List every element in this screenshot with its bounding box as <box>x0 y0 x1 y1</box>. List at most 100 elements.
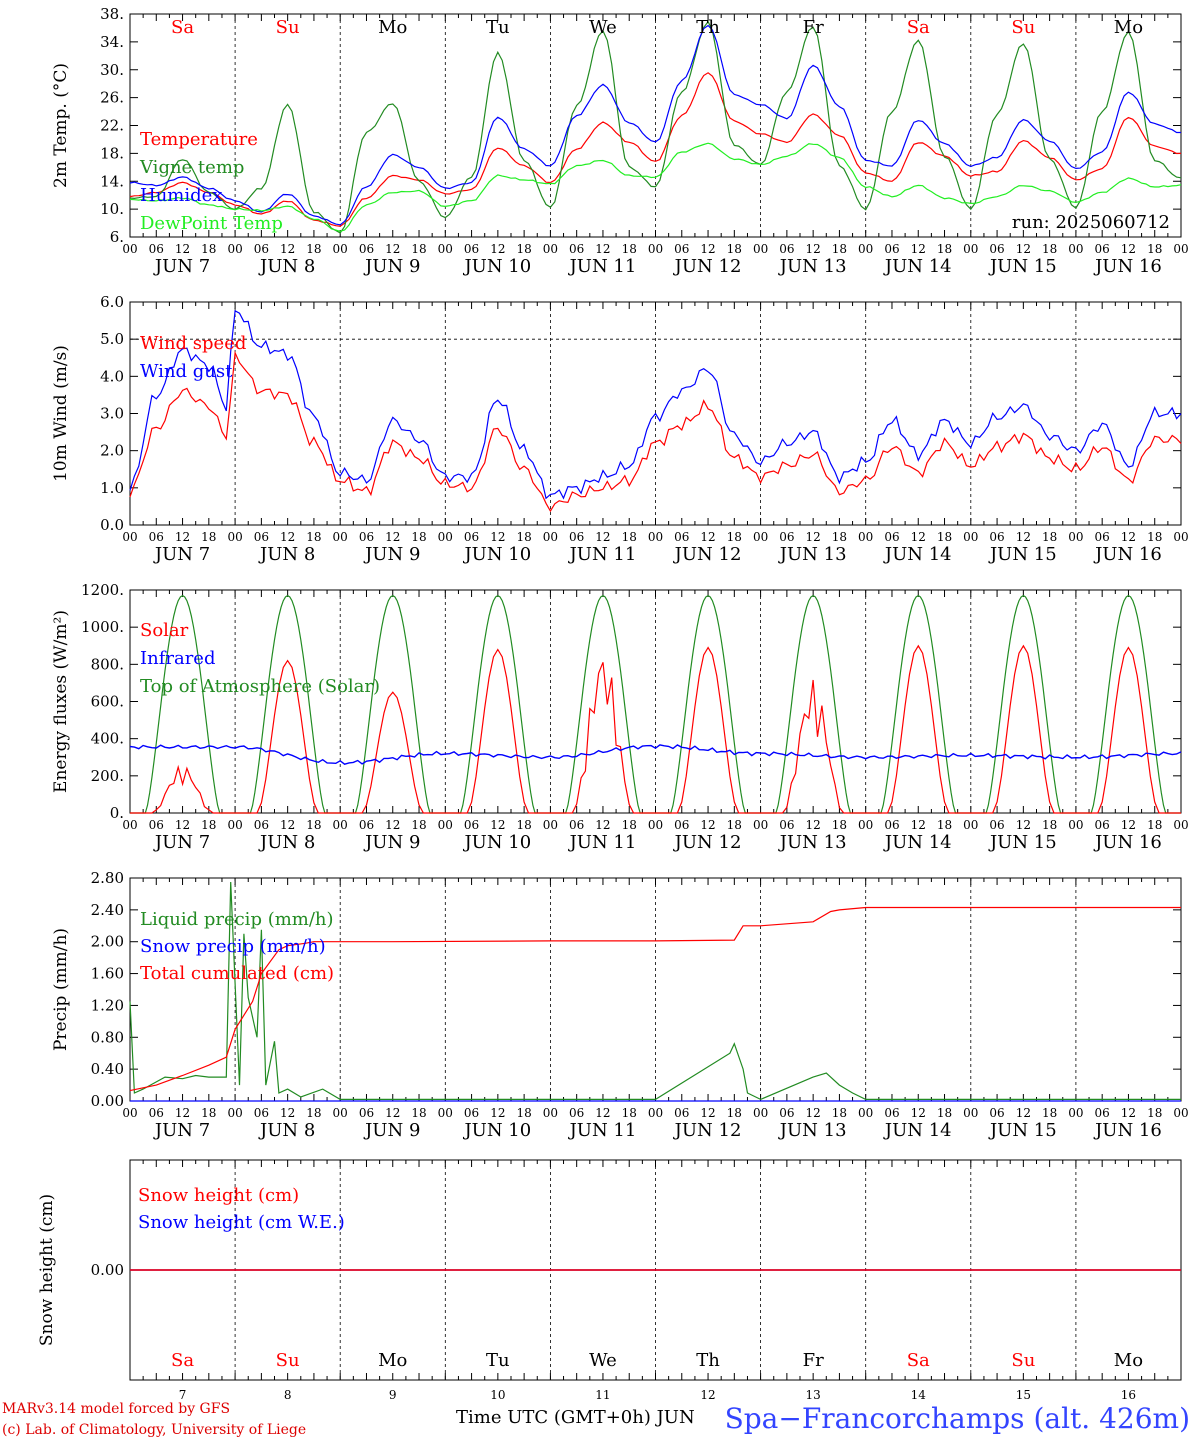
x-tick-label: 06 <box>779 530 794 544</box>
day-number-label: 8 <box>284 1388 292 1402</box>
x-tick-label: 06 <box>569 818 584 832</box>
x-tick-label: 00 <box>227 530 242 544</box>
x-day-label: JUN 15 <box>988 1120 1057 1141</box>
x-tick-label: 18 <box>937 530 952 544</box>
x-tick-label: 00 <box>963 818 978 832</box>
x-tick-label: 18 <box>306 242 321 256</box>
x-tick-label: 18 <box>306 1106 321 1120</box>
x-tick-label: 18 <box>832 242 847 256</box>
x-tick-label: 12 <box>175 818 190 832</box>
x-tick-label: 00 <box>1173 1106 1188 1120</box>
y-axis-label: Snow height (cm) <box>37 1194 57 1346</box>
x-day-label: JUN 13 <box>778 544 847 565</box>
y-tick-label: 3.0 <box>100 405 124 423</box>
x-tick-label: 18 <box>201 242 216 256</box>
legend-entry: Total cumulated (cm) <box>140 963 334 984</box>
x-tick-label: 12 <box>385 530 400 544</box>
x-day-label: JUN 16 <box>1093 1120 1162 1141</box>
weekday-label: We <box>589 1350 617 1371</box>
x-tick-label: 00 <box>1173 242 1188 256</box>
x-tick-label: 06 <box>464 1106 479 1120</box>
y-tick-label: 200. <box>91 767 124 785</box>
x-tick-label: 06 <box>569 1106 584 1120</box>
x-tick-label: 12 <box>911 1106 926 1120</box>
x-tick-label: 18 <box>622 1106 637 1120</box>
legend-entry: Solar <box>140 620 189 641</box>
x-day-label: JUN 12 <box>673 544 742 565</box>
credit-line-2: (c) Lab. of Climatology, University of L… <box>2 1422 306 1438</box>
y-tick-label: 2.80 <box>91 869 124 887</box>
x-day-label: JUN 14 <box>883 1120 952 1141</box>
x-day-label: JUN 9 <box>363 256 420 277</box>
y-tick-label: 6.0 <box>100 293 124 311</box>
x-tick-label: 12 <box>385 818 400 832</box>
x-tick-label: 12 <box>1016 1106 1031 1120</box>
x-tick-label: 12 <box>595 818 610 832</box>
series-line <box>129 744 1182 765</box>
x-tick-label: 00 <box>963 242 978 256</box>
x-day-label: JUN 12 <box>673 832 742 853</box>
weekday-label: Th <box>696 1350 720 1371</box>
x-tick-label: 06 <box>989 530 1004 544</box>
y-tick-label: 38. <box>100 5 124 23</box>
x-tick-label: 12 <box>280 1106 295 1120</box>
legend-entry: Vigne temp <box>139 157 244 178</box>
x-tick-label: 06 <box>989 1106 1004 1120</box>
x-tick-label: 06 <box>1095 1106 1110 1120</box>
x-tick-label: 00 <box>227 818 242 832</box>
x-tick-label: 00 <box>1173 530 1188 544</box>
x-tick-label: 06 <box>254 530 269 544</box>
x-tick-label: 18 <box>306 818 321 832</box>
x-day-label: JUN 7 <box>153 544 210 565</box>
y-tick-label: 10. <box>100 200 124 218</box>
series-line <box>129 24 1181 226</box>
x-tick-label: 18 <box>832 1106 847 1120</box>
x-tick-label: 18 <box>306 530 321 544</box>
x-tick-label: 06 <box>1095 530 1110 544</box>
x-day-label: JUN 10 <box>462 1120 531 1141</box>
weekday-label: Tu <box>486 17 510 38</box>
y-tick-label: 18. <box>100 144 124 162</box>
weekday-label: We <box>589 17 617 38</box>
day-number-label: 13 <box>806 1388 821 1402</box>
day-number-label: 9 <box>389 1388 397 1402</box>
x-tick-label: 18 <box>937 1106 952 1120</box>
weekday-label: Sa <box>171 17 194 38</box>
x-tick-label: 00 <box>753 242 768 256</box>
weekday-label: Sa <box>907 17 930 38</box>
x-tick-label: 12 <box>280 530 295 544</box>
x-tick-label: 00 <box>333 530 348 544</box>
x-tick-label: 06 <box>254 242 269 256</box>
x-tick-label: 12 <box>1121 530 1136 544</box>
x-tick-label: 18 <box>1147 1106 1162 1120</box>
y-tick-label: 1000. <box>81 618 124 636</box>
y-tick-label: 400. <box>91 730 124 748</box>
day-number-label: 10 <box>490 1388 505 1402</box>
x-tick-label: 00 <box>543 1106 558 1120</box>
x-tick-label: 12 <box>175 1106 190 1120</box>
x-tick-label: 00 <box>122 530 137 544</box>
legend-entry: Temperature <box>140 129 258 150</box>
weekday-label: Su <box>1011 1350 1035 1371</box>
x-day-label: JUN 16 <box>1093 832 1162 853</box>
x-tick-label: 12 <box>911 818 926 832</box>
x-tick-label: 06 <box>779 1106 794 1120</box>
x-tick-label: 12 <box>595 1106 610 1120</box>
x-tick-label: 00 <box>648 1106 663 1120</box>
day-number-label: 15 <box>1016 1388 1031 1402</box>
x-tick-label: 06 <box>989 242 1004 256</box>
x-day-label: JUN 8 <box>258 1120 315 1141</box>
x-tick-label: 00 <box>543 530 558 544</box>
series-line <box>129 881 1181 1101</box>
x-day-label: JUN 11 <box>568 1120 637 1141</box>
day-number-label: 14 <box>911 1388 927 1402</box>
x-tick-label: 12 <box>280 242 295 256</box>
x-tick-label: 06 <box>884 1106 899 1120</box>
x-tick-label: 06 <box>464 530 479 544</box>
x-tick-label: 06 <box>359 1106 374 1120</box>
y-axis-label: 2m Temp. (°C) <box>51 63 71 188</box>
x-tick-label: 18 <box>727 818 742 832</box>
x-tick-label: 18 <box>1147 818 1162 832</box>
